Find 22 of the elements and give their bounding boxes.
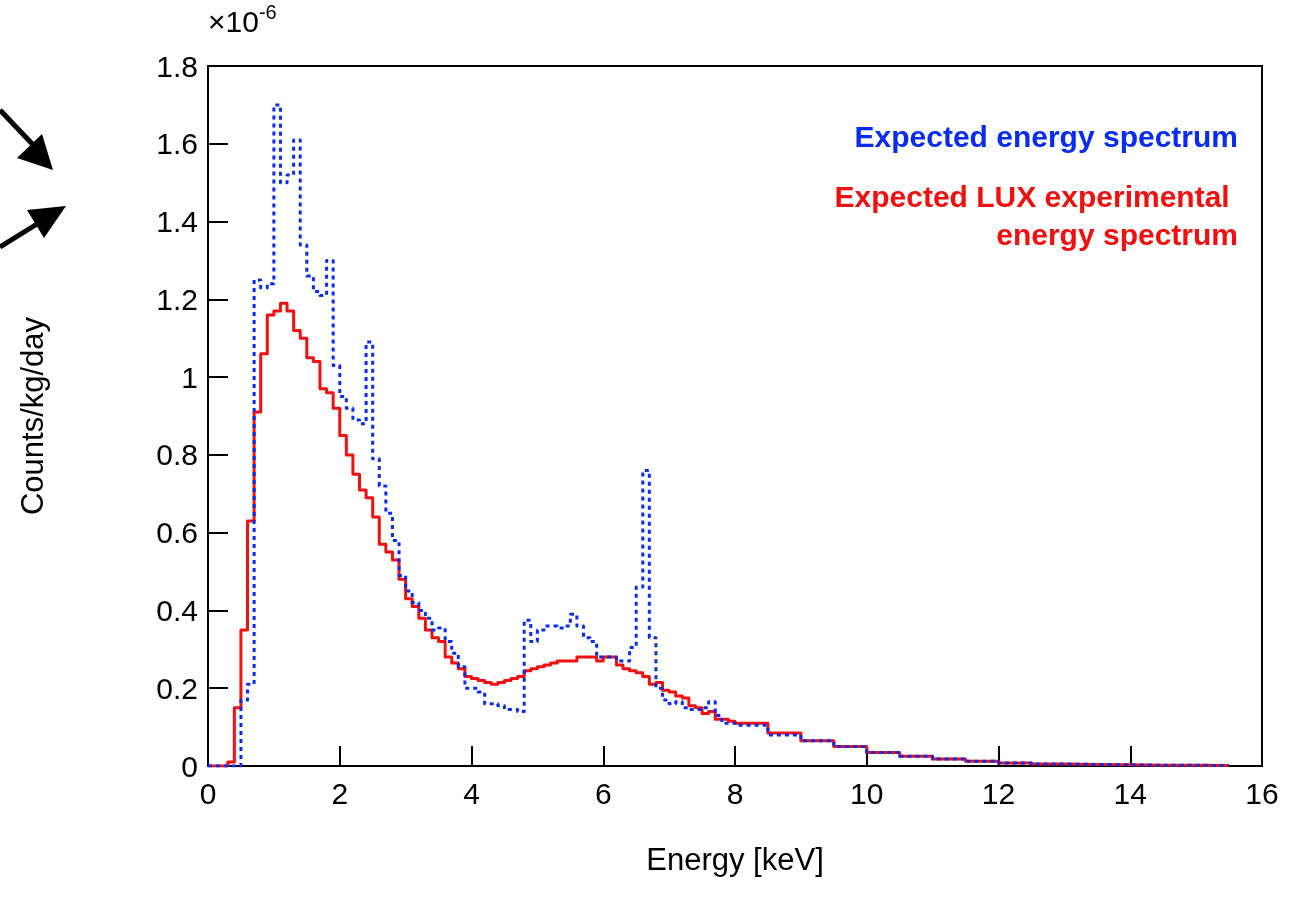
text: Expected energy spectrum	[854, 119, 1238, 153]
y-tick-label: 0.6	[156, 516, 198, 550]
text: Expected LUX experimental energy spectrum	[834, 179, 1238, 251]
y-tick-label: 0.2	[156, 671, 198, 705]
x-tick-label: 6	[594, 776, 612, 810]
x-axis-title: Energy [keV]	[646, 842, 824, 877]
y-tick-label: 0.4	[156, 593, 198, 627]
y-tick-label: 1.4	[156, 205, 198, 239]
x-tick-label: 16	[1245, 776, 1279, 810]
y-tick-label: 1.6	[156, 127, 198, 161]
y-tick-label: 1.2	[156, 282, 198, 316]
x-tick-label: 4	[463, 776, 480, 810]
x-tick-label: 8	[726, 776, 744, 810]
x-tick-label: 2	[331, 776, 349, 810]
y-axis-title: Counts/kg/day	[15, 316, 50, 516]
y-tick-label: 1.8	[156, 49, 198, 83]
y-tick-label: 0	[181, 749, 198, 783]
x-tick-label: 12	[981, 776, 1016, 810]
y-tick-label: 0.8	[156, 438, 198, 472]
x-tick-label: 10	[850, 776, 884, 810]
x-tick-label: 14	[1113, 776, 1147, 810]
y-tick-label: 1	[181, 360, 198, 394]
